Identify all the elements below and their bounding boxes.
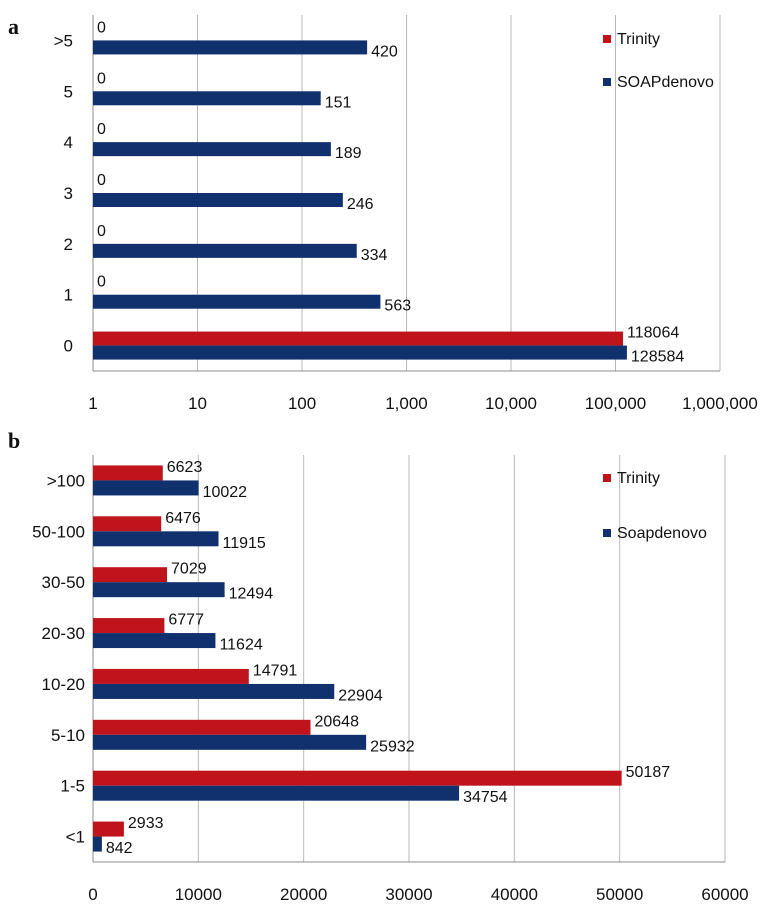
data-label: 0 <box>97 274 106 291</box>
bar <box>93 91 321 106</box>
data-label: 20648 <box>314 713 359 730</box>
category-label: 3 <box>64 184 73 203</box>
data-label: 12494 <box>229 586 274 603</box>
x-tick-label: 100,000 <box>585 394 646 413</box>
data-label: 2933 <box>128 815 164 832</box>
data-label: 6777 <box>168 612 204 629</box>
legend-swatch <box>603 474 611 482</box>
legend-entry: Trinity <box>617 31 660 48</box>
bar <box>93 516 162 532</box>
category-label: 5 <box>64 82 73 101</box>
bar <box>93 480 199 496</box>
data-label: 10022 <box>203 484 248 501</box>
data-label: 7029 <box>171 561 207 578</box>
x-tick-label: 50000 <box>596 885 643 904</box>
chart-panel-a: 1 10 100 1,000 10,000 100,000 1,000,0000118064… <box>54 15 758 413</box>
x-tick-label: 1 <box>88 394 97 413</box>
bar <box>93 345 627 360</box>
data-label: 128584 <box>631 349 684 366</box>
data-label: 6476 <box>165 510 201 527</box>
category-label: 5-10 <box>51 726 85 745</box>
data-label: 14791 <box>253 662 298 679</box>
category-label: 1-5 <box>60 777 85 796</box>
x-tick-label: 10 <box>188 394 207 413</box>
x-tick-label: 20000 <box>280 885 327 904</box>
data-label: 0 <box>97 70 106 87</box>
data-label: 246 <box>347 196 374 213</box>
category-label: 0 <box>64 337 73 356</box>
x-tick-label: 10000 <box>175 885 222 904</box>
category-label: 4 <box>64 133 73 152</box>
bar <box>93 785 460 801</box>
bar <box>93 40 368 55</box>
data-label: 118064 <box>627 325 679 342</box>
bar <box>93 243 357 258</box>
data-label: 22904 <box>338 687 383 704</box>
x-tick-label: 100 <box>288 394 316 413</box>
category-label: >100 <box>47 471 85 490</box>
category-label: 10-20 <box>42 675 85 694</box>
data-label: 6623 <box>167 459 203 476</box>
legend-entry: Trinity <box>617 470 660 487</box>
data-label: 151 <box>325 94 352 111</box>
bar <box>93 618 165 634</box>
bar <box>93 142 331 157</box>
x-tick-label: 1,000 <box>385 394 428 413</box>
panel-b-letter: b <box>8 428 20 453</box>
legend-entry: SOAPdenovo <box>617 74 714 91</box>
legend-swatch <box>603 35 611 43</box>
category-label: 2 <box>64 235 73 254</box>
data-label: 50187 <box>626 764 671 781</box>
bar <box>93 770 622 786</box>
x-tick-label: 10,000 <box>485 394 537 413</box>
data-label: 11915 <box>223 535 266 552</box>
bar <box>93 836 102 852</box>
data-label: 0 <box>97 19 106 36</box>
category-label: >5 <box>54 31 73 50</box>
category-label: <1 <box>66 828 85 847</box>
x-tick-label: 60000 <box>701 885 748 904</box>
category-label: 1 <box>64 286 73 305</box>
data-label: 11624 <box>219 637 262 654</box>
data-label: 334 <box>361 247 388 264</box>
data-label: 0 <box>97 121 106 138</box>
legend-swatch <box>603 78 611 86</box>
bar <box>93 719 311 735</box>
category-label: 20-30 <box>42 624 85 643</box>
bar <box>93 582 225 598</box>
bar <box>93 567 168 583</box>
bar <box>93 633 216 649</box>
data-label: 420 <box>371 43 398 60</box>
data-label: 0 <box>97 172 106 189</box>
bar <box>93 734 367 750</box>
category-label: 30-50 <box>42 573 85 592</box>
data-label: 25932 <box>370 738 415 755</box>
category-label: 50-100 <box>32 522 85 541</box>
data-label: 563 <box>384 298 411 315</box>
bar <box>93 821 124 837</box>
x-tick-label: 30000 <box>385 885 432 904</box>
chart-panel-b: 0 10000 20000 30000 40000 50000 60000 <1 2933 842… <box>32 455 749 904</box>
bar <box>93 193 343 207</box>
bar <box>93 331 624 346</box>
legend-swatch <box>603 529 611 537</box>
bar <box>93 531 219 547</box>
x-tick-label: 0 <box>88 885 97 904</box>
data-label: 0 <box>97 223 106 240</box>
x-tick-label: 1,000,000 <box>682 394 758 413</box>
bar <box>93 683 335 699</box>
bar <box>93 294 381 309</box>
data-label: 34754 <box>463 789 508 806</box>
x-tick-label: 40000 <box>491 885 538 904</box>
bar <box>93 465 163 481</box>
legend-entry: Soapdenovo <box>617 525 707 542</box>
data-label: 842 <box>106 840 133 857</box>
panel-a-letter: a <box>8 14 19 39</box>
data-label: 189 <box>335 145 362 162</box>
bar <box>93 668 249 684</box>
